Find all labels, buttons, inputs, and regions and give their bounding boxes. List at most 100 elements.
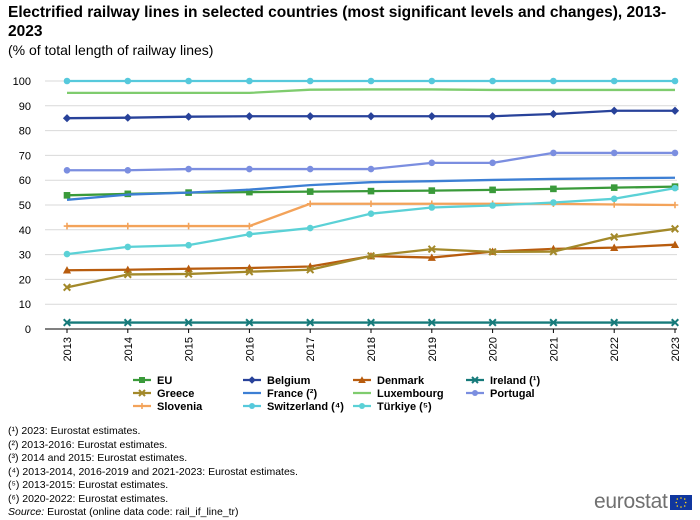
legend-item: Greece [133,388,194,400]
data-point [471,376,479,384]
legend-item: Türkiye (⁵) [353,401,432,413]
series-lines [62,77,680,327]
data-point [427,112,436,121]
x-tick-label: 2020 [488,337,500,361]
legend-label: EU [157,375,172,387]
data-point [428,77,436,85]
data-point [489,77,496,85]
legend-item: Portugal [466,388,535,400]
legend-label: Denmark [377,375,425,387]
data-point [246,165,253,173]
data-point [246,230,253,238]
data-point [184,269,193,278]
data-point [124,243,132,251]
data-point [245,267,254,276]
data-point [472,390,478,396]
data-point [366,251,376,260]
series-t-rkiye [63,184,679,258]
data-point [488,247,497,256]
x-tick-label: 2019 [427,337,439,361]
y-tick-label: 50 [19,200,31,212]
data-point [670,318,680,327]
data-point [184,318,193,327]
data-point [63,222,71,230]
series-ireland [62,318,680,327]
data-point [306,188,314,195]
data-point [62,114,72,123]
chart-subtitle: (% of total length of railway lines) [8,42,214,58]
data-point [671,184,679,192]
series-france [66,176,676,201]
y-tick-label: 20 [19,274,31,286]
data-point [428,204,436,211]
data-point [488,112,497,121]
data-point [306,112,315,121]
y-tick-label: 30 [19,250,31,262]
data-point [124,77,132,85]
data-point [185,222,192,230]
footnote-4: (⁴) 2013-2014, 2016-2019 and 2021-2023: … [8,465,298,478]
y-tick-label: 100 [13,76,31,88]
legend-label: Luxembourg [377,388,444,400]
series-greece [62,224,680,292]
data-point [367,77,375,85]
y-tick-label: 0 [25,324,31,336]
data-point [246,222,253,230]
data-point [123,318,132,327]
data-point [124,222,132,230]
data-point [366,112,376,121]
data-point [184,264,193,273]
legend-label: Portugal [490,388,535,400]
data-point [306,224,314,232]
data-point [671,201,679,209]
data-point [671,149,679,157]
data-point [367,210,375,217]
data-point [610,318,619,327]
y-tick-label: 70 [19,150,31,162]
data-point [428,159,436,167]
data-point [184,112,193,121]
x-tick-label: 2021 [548,337,560,361]
data-point [306,165,314,173]
source-note: Source: Eurostat (online data code: rail… [8,506,298,520]
x-tick-label: 2022 [609,337,621,361]
data-point [610,77,618,85]
legend-label: Greece [157,388,194,400]
data-point [63,166,71,174]
data-point [246,77,253,85]
data-point [306,77,314,85]
eu-flag-icon [670,494,693,510]
series-belgium [62,106,680,123]
data-point [185,241,192,249]
legend-label: France (²) [267,388,317,400]
data-point [306,265,315,274]
data-point [248,376,256,384]
y-tick-label: 60 [19,175,31,187]
legend-label: Slovenia [157,401,203,413]
data-point [610,243,619,251]
eurostat-logo: eurostat [594,490,693,514]
data-point [123,113,132,122]
y-tick-label: 40 [19,225,31,237]
footnote-6: (⁶) 2020-2022: Eurostat estimates. [8,492,169,505]
data-point [359,403,365,409]
y-tick-label: 90 [19,101,31,113]
data-point [428,187,436,194]
data-point [550,199,557,206]
data-point [123,270,132,279]
data-point [63,250,71,258]
legend: EU Belgium Denmark Ireland (¹) Greece France … [133,375,540,413]
chart-title: Electrified railway lines in selected co… [8,4,667,40]
legend-label: Türkiye (⁵) [377,401,432,413]
data-point [610,232,619,241]
data-point [367,200,375,208]
legend-item: Denmark [353,375,425,387]
footnotes: (¹) 2023: Eurostat estimates. (²) 2013-2… [8,425,298,520]
data-point [367,165,375,173]
legend-label: Belgium [267,375,311,387]
y-tick-label: 10 [19,299,31,311]
data-point [550,77,557,85]
data-point [427,253,436,261]
data-point [670,106,680,115]
